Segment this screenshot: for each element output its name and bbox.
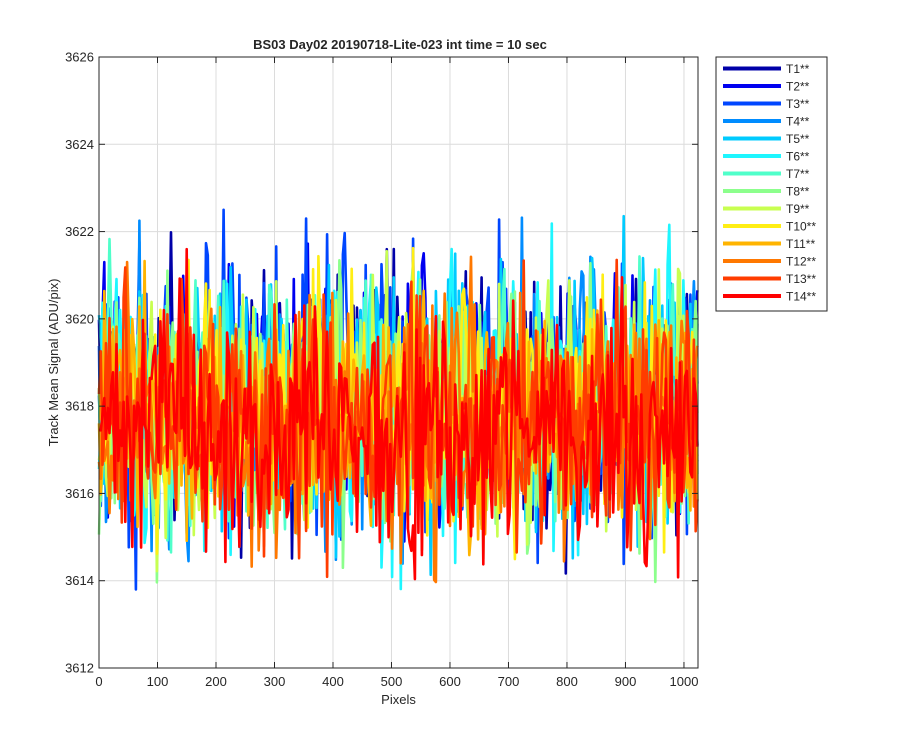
legend-label: T4** [786,115,810,129]
legend-label: T14** [786,290,816,304]
legend-label: T12** [786,255,816,269]
legend-label: T13** [786,272,816,286]
y-tick-label: 3616 [65,486,94,501]
axis-ticks: 0 100 200 300 400 500 600 700 800 900 1000 3612 3614… [65,50,698,690]
y-tick-label: 3626 [65,50,94,65]
y-tick-label: 3624 [65,137,94,152]
legend-label: T7** [786,167,810,181]
x-tick-label: 900 [615,674,637,689]
x-tick-label: 400 [322,674,344,689]
x-tick-label: 0 [95,674,102,689]
legend-label: T6** [786,150,810,164]
legend-box [715,56,828,312]
legend-label: T3** [786,97,810,111]
x-tick-label: 200 [205,674,227,689]
legend-label: T5** [786,132,810,146]
plot-frame [98,56,699,669]
x-tick-label: 300 [264,674,286,689]
series-lines [97,208,699,591]
legend-label: T2** [786,80,810,94]
chart-title: BS03 Day02 20190718-Lite-023 int time = … [253,37,547,52]
x-tick-label: 1000 [670,674,699,689]
legend: T1** T2** T3** T4** T5** T6** T7** T8** T9** T10*… [715,56,828,312]
x-axis-label: Pixels [381,692,416,707]
legend-label: T9** [786,202,810,216]
series-line-t14 [98,247,699,581]
y-tick-label: 3622 [65,224,94,239]
legend-label: T11** [786,237,815,251]
x-tick-label: 800 [556,674,578,689]
x-tick-label: 500 [381,674,403,689]
y-tick-label: 3620 [65,311,94,326]
legend-label: T8** [786,185,810,199]
plot-area: 0 100 200 300 400 500 600 700 800 900 1000 3612 3614… [65,50,699,690]
y-tick-label: 3618 [65,399,94,414]
y-axis-label: Track Mean Signal (ADU/pix) [46,279,61,447]
x-tick-label: 700 [498,674,520,689]
y-tick-label: 3614 [65,573,94,588]
legend-label: T1** [786,62,810,76]
y-tick-label: 3612 [65,661,94,676]
legend-label: T10** [786,220,816,234]
x-tick-label: 600 [439,674,461,689]
x-tick-label: 100 [147,674,169,689]
